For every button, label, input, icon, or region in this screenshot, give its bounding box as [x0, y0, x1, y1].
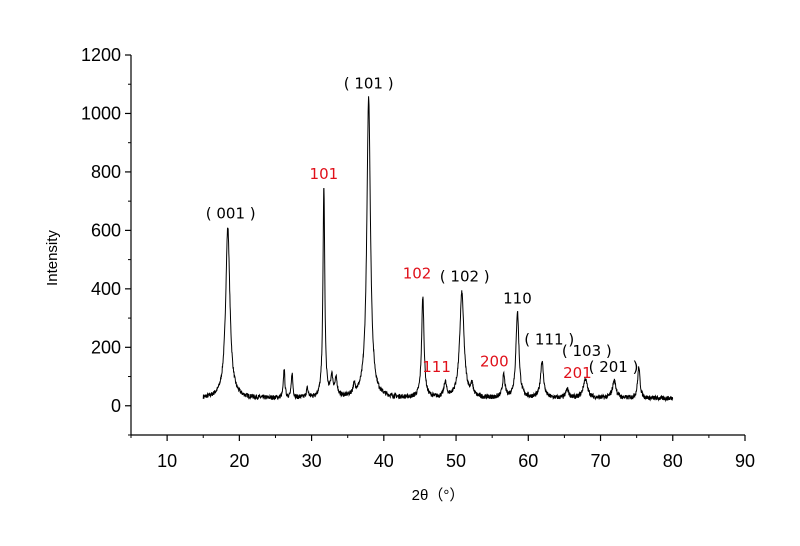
x-ticks: 10 20 30 40 50 60 70 80 90	[130, 435, 755, 471]
peak-annotation: 111	[422, 358, 451, 376]
y-tick-label: 0	[111, 396, 121, 416]
peak-annotation: 101	[310, 165, 339, 183]
x-axis-title: 2θ（°）	[412, 487, 465, 504]
peak-annotation: ( 001 )	[206, 205, 256, 223]
x-tick-label: 50	[446, 451, 466, 471]
y-axis-title: Intensity	[44, 230, 61, 286]
x-tick-label: 10	[157, 451, 177, 471]
y-tick-label: 1200	[81, 45, 121, 65]
y-ticks: 0 200 400 600 800 1000 1200	[81, 45, 131, 436]
x-tick-label: 80	[663, 451, 683, 471]
y-tick-label: 800	[91, 162, 121, 182]
peak-annotation: ( 102 )	[440, 268, 490, 286]
peak-annotations: ( 001 ) 101 ( 101 ) 102 ( 102 ) 110 111 200 ( 11…	[206, 75, 639, 382]
x-tick-label: 40	[374, 451, 394, 471]
axes	[130, 55, 745, 436]
x-tick-label: 70	[591, 451, 611, 471]
peak-annotation: ( 103 )	[562, 342, 612, 360]
y-tick-label: 600	[91, 220, 121, 240]
peak-annotation: ( 101 )	[344, 75, 394, 93]
x-tick-label: 90	[735, 451, 755, 471]
peak-annotation: ( 111 )	[524, 330, 574, 348]
peak-annotation: 102	[403, 265, 432, 283]
peak-annotation: ( 201 )	[589, 358, 639, 376]
x-tick-label: 60	[518, 451, 538, 471]
x-tick-label: 30	[302, 451, 322, 471]
xrd-pattern-line	[202, 96, 674, 403]
y-tick-label: 400	[91, 279, 121, 299]
peak-annotation: 201	[563, 364, 592, 382]
y-tick-label: 200	[91, 337, 121, 357]
peak-annotation: 110	[503, 289, 532, 307]
y-tick-label: 1000	[81, 103, 121, 123]
x-tick-label: 20	[229, 451, 249, 471]
peak-annotation: 200	[480, 352, 509, 370]
